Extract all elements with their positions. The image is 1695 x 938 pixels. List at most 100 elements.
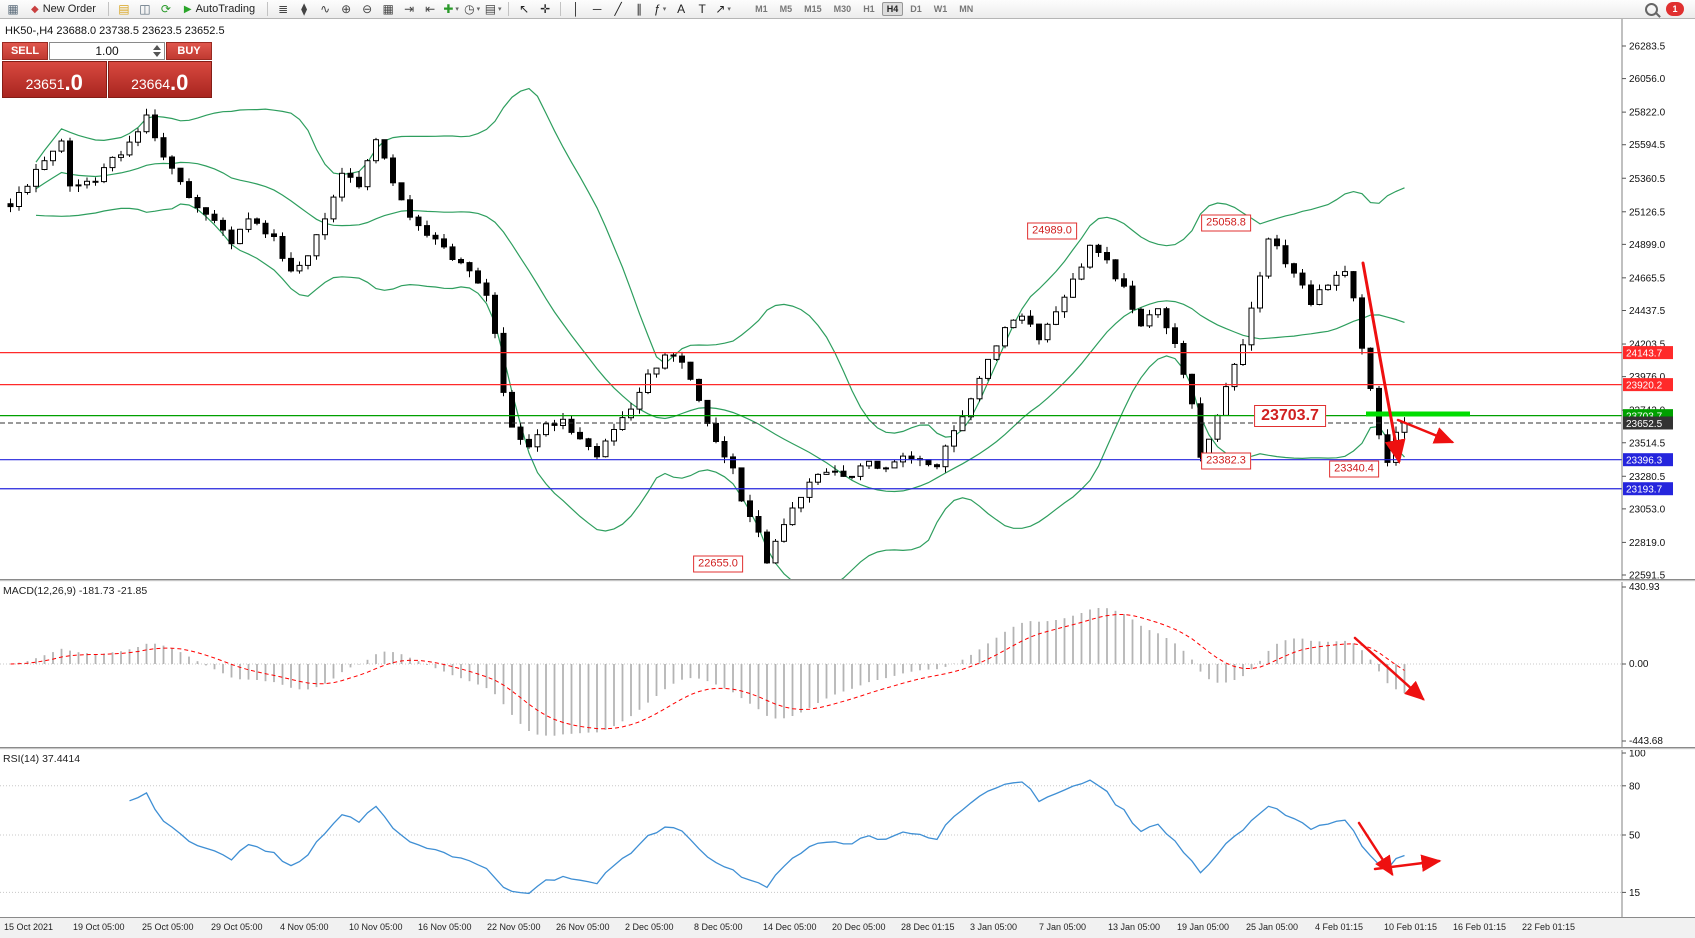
new-order-button-label: New Order xyxy=(42,3,96,15)
trend-arrow[interactable] xyxy=(1357,821,1394,877)
market-watch-icon: ◫ xyxy=(139,2,151,16)
trend-arrow[interactable] xyxy=(1396,418,1455,444)
cursor-icon[interactable]: ↖ xyxy=(514,0,534,18)
new-order-button[interactable]: ◆ New Order xyxy=(24,0,103,18)
svg-text:24899.0: 24899.0 xyxy=(1629,240,1666,251)
sell-button[interactable]: SELL xyxy=(2,42,48,60)
horizontal-line-icon[interactable]: ─ xyxy=(587,0,607,18)
zoom-out-icon[interactable]: ⊖ xyxy=(357,0,377,18)
trend-arrow[interactable] xyxy=(1353,636,1425,701)
volume-input[interactable]: 1.00 xyxy=(49,42,165,60)
trendline-icon[interactable]: ╱ xyxy=(608,0,628,18)
buy-price-display[interactable]: 23664.0 xyxy=(107,61,212,98)
dropdown-caret-icon: ▾ xyxy=(727,6,731,13)
indicators-icon[interactable]: ✚ ▾ xyxy=(441,0,461,18)
macd-axis[interactable]: 430.93 0.00 -443.68 xyxy=(1621,582,1663,747)
time-axis[interactable]: 15 Oct 2021 19 Oct 05:00 25 Oct 05:00 29 Oc… xyxy=(0,917,1695,938)
time-axis-label: 20 Dec 05:00 xyxy=(832,922,886,932)
candlestick-series[interactable] xyxy=(7,108,1408,564)
panel-splitter[interactable] xyxy=(0,579,1695,582)
chart-window-icon: ▦ xyxy=(7,2,19,16)
templates-icon[interactable]: ▤ ▾ xyxy=(483,0,503,18)
price-axis[interactable]: 26283.5 26056.0 25822.0 25594.5 25360.5 25126… xyxy=(1621,19,1666,579)
profiles-icon: ▤ xyxy=(118,2,130,16)
time-axis-label: 16 Nov 05:00 xyxy=(418,922,472,932)
svg-text:25360.5: 25360.5 xyxy=(1629,174,1666,185)
svg-text:24437.5: 24437.5 xyxy=(1629,306,1666,317)
time-axis-label: 25 Oct 05:00 xyxy=(142,922,194,932)
time-axis-label: 16 Feb 01:15 xyxy=(1453,922,1507,932)
bollinger-bands[interactable] xyxy=(35,87,1405,580)
vertical-line-icon[interactable]: │ xyxy=(566,0,586,18)
timeframe-m1[interactable]: M1 xyxy=(755,4,768,14)
svg-text:100: 100 xyxy=(1629,750,1646,760)
panel-splitter[interactable] xyxy=(0,747,1695,750)
svg-text:15: 15 xyxy=(1629,888,1641,899)
periods-icon: ◷ xyxy=(464,2,475,16)
volume-value: 1.00 xyxy=(95,44,119,58)
timeframe-m15[interactable]: M15 xyxy=(804,4,822,14)
timeframe-m30[interactable]: M30 xyxy=(833,4,852,14)
timeframe-h1[interactable]: H1 xyxy=(863,4,875,14)
zoom-out-icon: ⊖ xyxy=(362,2,373,16)
sell-price-display[interactable]: 23651.0 xyxy=(2,61,107,98)
text-label-icon[interactable]: T xyxy=(692,0,712,18)
timeframe-m5[interactable]: M5 xyxy=(779,4,793,14)
fibonacci-icon[interactable]: ƒ ▾ xyxy=(650,0,670,18)
autotrading-button-label: AutoTrading xyxy=(195,3,256,15)
timeframe-h4[interactable]: H4 xyxy=(881,2,904,16)
auto-scroll-icon[interactable]: ⇥ xyxy=(399,0,419,18)
svg-text:23514.5: 23514.5 xyxy=(1629,438,1666,449)
bar-chart-icon[interactable]: ≣ xyxy=(273,0,293,18)
toolbar-separator xyxy=(107,2,109,16)
profiles-icon[interactable]: ▤ xyxy=(114,0,134,18)
notification-badge[interactable]: 1 xyxy=(1666,2,1684,16)
search-icon[interactable] xyxy=(1645,2,1658,16)
svg-text:24143.7: 24143.7 xyxy=(1626,349,1663,360)
periods-icon[interactable]: ◷ ▾ xyxy=(462,0,482,18)
sell-price-main: 23651 xyxy=(25,76,65,92)
text-icon[interactable]: A xyxy=(671,0,691,18)
line-chart-icon: ∿ xyxy=(320,2,331,16)
autotrading-button[interactable]: ▶ AutoTrading xyxy=(177,0,262,18)
main-price-chart[interactable]: 26283.5 26056.0 25822.0 25594.5 25360.5 25126… xyxy=(0,19,1695,579)
channel-icon[interactable]: ∥ xyxy=(629,0,649,18)
timeframe-mn[interactable]: MN xyxy=(959,4,974,14)
time-axis-label: 29 Oct 05:00 xyxy=(211,922,263,932)
market-watch-icon[interactable]: ◫ xyxy=(135,0,155,18)
svg-text:25822.0: 25822.0 xyxy=(1629,108,1666,119)
arrow-tool-icon[interactable]: ↗ ▾ xyxy=(713,0,733,18)
spinner-down-icon[interactable] xyxy=(153,52,161,57)
svg-text:25594.5: 25594.5 xyxy=(1629,140,1666,151)
time-axis-label: 14 Dec 05:00 xyxy=(763,922,817,932)
timeframe-w1[interactable]: W1 xyxy=(933,4,948,14)
horizontal-line-icon: ─ xyxy=(592,2,602,16)
candlestick-chart-icon[interactable]: ⧫ xyxy=(294,0,314,18)
trend-arrow[interactable] xyxy=(1373,854,1442,872)
crosshair-icon[interactable]: ✛ xyxy=(535,0,555,18)
zoom-in-icon[interactable]: ⊕ xyxy=(336,0,356,18)
buy-button[interactable]: BUY xyxy=(166,42,212,60)
tile-windows-icon[interactable]: ▦ xyxy=(378,0,398,18)
svg-text:26056.0: 26056.0 xyxy=(1629,74,1666,85)
toolbar-right-group: 1 xyxy=(1645,2,1692,16)
refresh-icon[interactable]: ⟳ xyxy=(156,0,176,18)
rsi-indicator-panel[interactable]: 100 80 50 15 xyxy=(0,750,1695,917)
macd-indicator-panel[interactable]: 430.93 0.00 -443.68 xyxy=(0,582,1695,747)
chart-window-icon[interactable]: ▦ xyxy=(3,0,23,18)
new-order-icon: ◆ xyxy=(31,3,39,15)
spinner-up-icon[interactable] xyxy=(153,45,161,50)
rsi-axis[interactable]: 100 80 50 15 xyxy=(1621,750,1646,917)
volume-stepper[interactable] xyxy=(153,45,161,57)
trend-arrow[interactable] xyxy=(1361,261,1406,464)
timeframe-toolbar: M1 M5 M15 M30 H1 H4 D1 W1 MN xyxy=(750,2,978,16)
time-axis-label: 25 Jan 05:00 xyxy=(1246,922,1299,932)
chart-shift-icon[interactable]: ⇤ xyxy=(420,0,440,18)
timeframe-d1[interactable]: D1 xyxy=(910,4,922,14)
svg-text:430.93: 430.93 xyxy=(1629,582,1660,593)
line-chart-icon[interactable]: ∿ xyxy=(315,0,335,18)
svg-text:22819.0: 22819.0 xyxy=(1629,538,1666,549)
svg-text:23976.0: 23976.0 xyxy=(1629,372,1666,383)
time-axis-label: 4 Feb 01:15 xyxy=(1315,922,1364,932)
vertical-line-icon: │ xyxy=(572,2,580,16)
